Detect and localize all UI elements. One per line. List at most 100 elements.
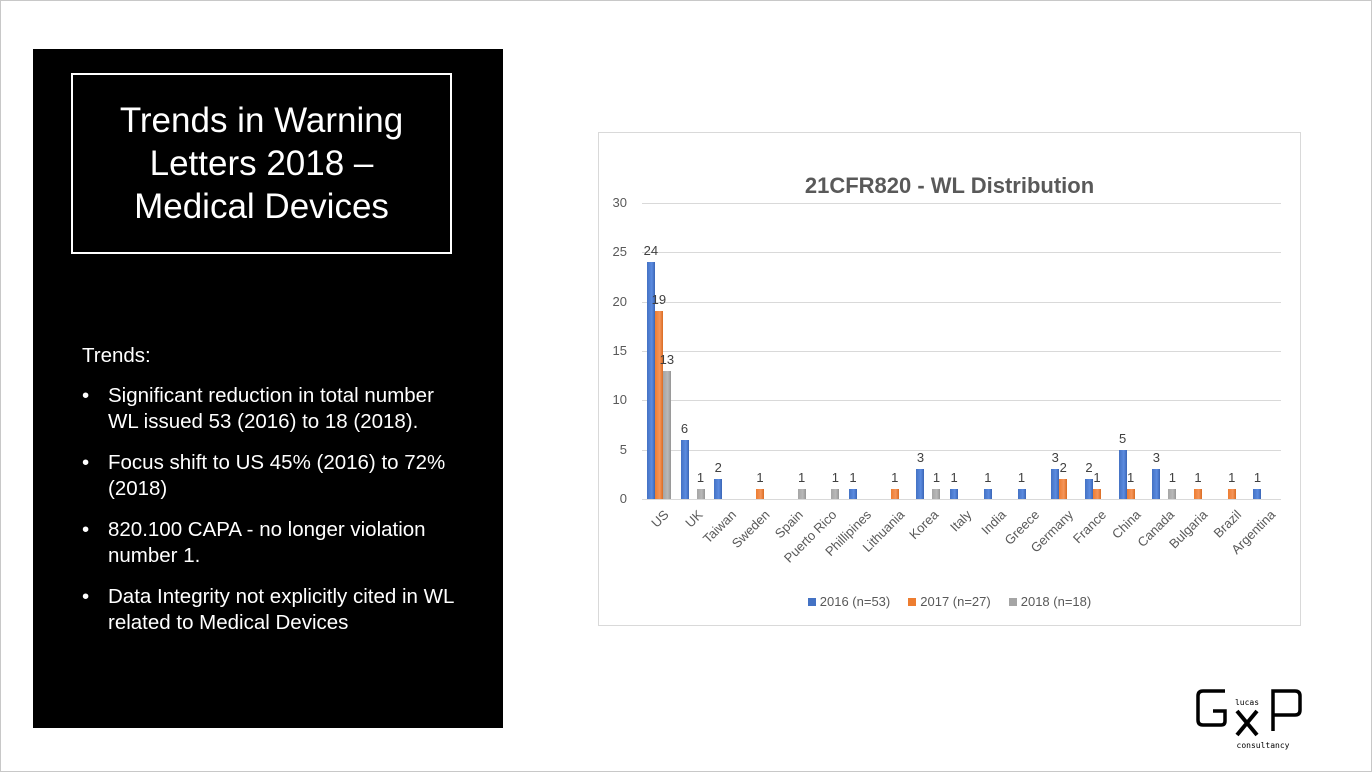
bar-puerto-rico-2 xyxy=(831,489,840,499)
bar-italy-0 xyxy=(950,489,959,499)
bar-sweden-1 xyxy=(755,489,764,499)
bar-france-1 xyxy=(1092,489,1101,499)
bar-canada-2 xyxy=(1168,489,1177,499)
gridline xyxy=(642,252,1281,254)
data-label: 5 xyxy=(1119,430,1127,446)
data-label: 1 xyxy=(1228,470,1236,486)
trend-bullet: • Significant reduction in total number W… xyxy=(82,383,462,435)
data-label: 3 xyxy=(1152,450,1160,466)
legend-label: 2018 (n=18) xyxy=(1020,594,1092,609)
x-axis-label: Italy xyxy=(947,507,975,535)
data-label: 1 xyxy=(1253,470,1262,486)
data-label: 1 xyxy=(798,470,806,486)
bar-spain-2 xyxy=(797,489,806,499)
bar-us-2 xyxy=(662,370,671,499)
y-axis-tick: 10 xyxy=(612,392,627,408)
trend-bullet: • 820.100 CAPA - no longer violation numb… xyxy=(82,517,462,569)
data-label: 13 xyxy=(659,351,675,367)
y-axis-tick: 25 xyxy=(612,244,627,260)
data-label: 1 xyxy=(1127,470,1135,486)
y-axis-tick: 30 xyxy=(612,194,627,210)
x-axis-label: France xyxy=(1070,507,1110,547)
chart-legend: 2016 (n=53) 2017 (n=27) 2018 (n=18) xyxy=(599,594,1300,609)
legend-label: 2016 (n=53) xyxy=(819,594,891,609)
gridline xyxy=(642,350,1281,352)
trend-bullet: • Focus shift to US 45% (2016) to 72% (20… xyxy=(82,450,462,502)
data-label: 2 xyxy=(714,460,722,476)
data-label: 1 xyxy=(1017,470,1026,486)
gridline xyxy=(642,499,1281,500)
bar-korea-2 xyxy=(932,489,941,499)
bar-uk-2 xyxy=(696,489,705,499)
svg-text:consultancy: consultancy xyxy=(1237,741,1290,750)
legend-item: 2016 (n=53) xyxy=(807,594,891,609)
data-label: 1 xyxy=(756,470,764,486)
trend-bullet-text: 820.100 CAPA - no longer violation numbe… xyxy=(108,518,426,567)
bar-us-0 xyxy=(646,262,655,499)
data-label: 1 xyxy=(1093,470,1101,486)
gridline xyxy=(642,400,1281,402)
bar-us-1 xyxy=(654,311,663,499)
bullet-icon: • xyxy=(82,585,90,608)
bar-germany-1 xyxy=(1059,479,1068,499)
bullet-icon: • xyxy=(82,518,90,541)
legend-item: 2018 (n=18) xyxy=(1008,594,1092,609)
legend-item: 2017 (n=27) xyxy=(908,594,991,609)
bar-china-0 xyxy=(1118,449,1127,499)
bar-lithuania-1 xyxy=(890,489,899,499)
gridline xyxy=(642,449,1281,451)
data-label: 1 xyxy=(831,470,839,486)
legend-label: 2017 (n=27) xyxy=(920,594,991,609)
gxp-logo: lucas consultancy xyxy=(1195,687,1305,753)
gridline xyxy=(642,301,1281,303)
data-label: 6 xyxy=(680,420,689,436)
gxp-logo-icon: lucas consultancy xyxy=(1196,689,1302,750)
bullet-icon: • xyxy=(82,451,90,474)
bar-brazil-1 xyxy=(1227,489,1236,499)
data-label: 24 xyxy=(643,243,659,259)
chart-title: 21CFR820 - WL Distribution xyxy=(804,173,1095,198)
bar-france-0 xyxy=(1084,479,1093,499)
data-label: 1 xyxy=(1168,470,1176,486)
left-panel: Trends in Warning Letters 2018 – Medical… xyxy=(33,49,503,728)
legend-swatch-icon xyxy=(908,597,917,606)
data-label: 1 xyxy=(849,470,857,486)
data-label: 3 xyxy=(1051,450,1059,466)
data-label: 1 xyxy=(950,470,958,486)
data-label: 2 xyxy=(1059,460,1067,476)
bullet-icon: • xyxy=(82,384,90,407)
data-label: 2 xyxy=(1085,460,1093,476)
gridline xyxy=(642,202,1281,204)
bar-phillipines-0 xyxy=(849,489,858,499)
trend-bullet-text: Data Integrity not explicitly cited in W… xyxy=(108,585,454,634)
data-label: 3 xyxy=(916,450,925,466)
data-label: 1 xyxy=(932,470,941,486)
trend-bullet-text: Focus shift to US 45% (2016) to 72% (201… xyxy=(108,451,446,500)
bar-uk-0 xyxy=(680,439,689,499)
trends-list: • Significant reduction in total number W… xyxy=(82,383,462,636)
slide-title: Trends in Warning Letters 2018 – Medical… xyxy=(119,101,404,226)
data-label: 1 xyxy=(696,470,705,486)
x-axis-label: Korea xyxy=(905,507,942,543)
title-box: Trends in Warning Letters 2018 – Medical… xyxy=(71,73,452,254)
y-axis-tick: 20 xyxy=(612,293,627,309)
x-axis-label: UK xyxy=(681,507,706,531)
trends-section: Trends: • Significant reduction in total … xyxy=(82,343,462,651)
bar-india-0 xyxy=(983,489,992,499)
trend-bullet: • Data Integrity not explicitly cited in … xyxy=(82,584,462,636)
trends-heading: Trends: xyxy=(82,344,151,367)
bar-taiwan-0 xyxy=(714,479,723,499)
data-label: 19 xyxy=(651,292,667,308)
bar-germany-0 xyxy=(1051,469,1060,499)
bar-korea-0 xyxy=(916,469,925,499)
bar-argentina-0 xyxy=(1253,489,1262,499)
chart: 21CFR820 - WL Distribution 0 5 10 15 20 25 30 2… xyxy=(598,132,1301,626)
bar-bulgaria-1 xyxy=(1194,489,1203,499)
trend-bullet-text: Significant reduction in total number WL… xyxy=(108,384,434,433)
bar-greece-0 xyxy=(1017,489,1026,499)
legend-swatch-icon xyxy=(807,597,816,606)
y-axis-tick: 15 xyxy=(612,342,627,358)
y-axis-tick: 5 xyxy=(619,441,627,457)
bar-china-1 xyxy=(1126,489,1135,499)
data-label: 1 xyxy=(984,470,992,486)
